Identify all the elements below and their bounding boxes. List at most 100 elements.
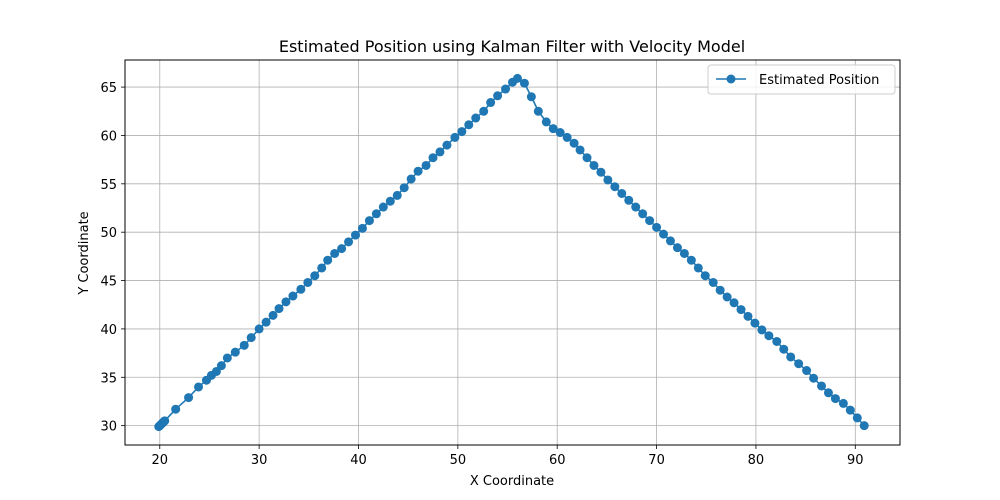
data-point (638, 209, 648, 219)
data-point (708, 277, 718, 287)
data-point (160, 416, 170, 426)
data-point (493, 91, 503, 101)
data-point (450, 132, 460, 142)
y-tick-label: 30 (100, 420, 117, 435)
data-point (464, 120, 474, 130)
data-point (786, 352, 796, 362)
data-point (281, 297, 291, 307)
data-point (323, 255, 333, 265)
data-point (575, 145, 585, 155)
plot-frame (124, 59, 901, 446)
data-point (288, 291, 298, 301)
data-point (693, 263, 703, 273)
x-tick-label: 60 (549, 453, 566, 468)
data-point (392, 190, 402, 200)
data-point (317, 263, 327, 273)
x-axis-label: X Coordinate (470, 474, 554, 489)
data-point (779, 344, 789, 354)
data-point (371, 209, 381, 219)
data-point (617, 188, 627, 198)
data-point (399, 183, 409, 193)
data-point (802, 366, 812, 376)
legend-marker (726, 74, 736, 84)
y-tick-label: 65 (100, 81, 117, 96)
data-point (700, 271, 710, 281)
x-tick-label: 90 (847, 453, 864, 468)
data-point (665, 236, 675, 246)
data-point (743, 311, 753, 321)
data-point (715, 285, 725, 295)
legend: Estimated Position (707, 64, 896, 95)
plot-series (154, 73, 869, 432)
data-point (337, 244, 347, 254)
data-point (569, 138, 579, 148)
chart-title: Estimated Position using Kalman Filter w… (279, 37, 745, 56)
data-point (852, 413, 862, 423)
data-point (610, 182, 620, 192)
y-tick-label: 40 (100, 323, 117, 338)
data-point (722, 292, 732, 302)
data-point (457, 127, 467, 137)
y-tick-label: 45 (100, 275, 117, 290)
data-point (533, 106, 543, 116)
data-point (526, 92, 536, 102)
data-point (479, 106, 489, 116)
data-point (274, 304, 284, 314)
data-point (364, 216, 374, 226)
data-point (268, 310, 278, 320)
data-point (589, 160, 599, 170)
data-point (729, 298, 739, 308)
data-point (171, 404, 181, 414)
data-point (809, 373, 819, 383)
y-axis-label: Y Coordinate (77, 211, 92, 295)
data-point (357, 223, 367, 233)
data-point (344, 237, 354, 247)
data-point (603, 175, 613, 185)
data-point (519, 78, 529, 88)
data-point (582, 153, 592, 163)
data-point (413, 166, 423, 176)
legend-box (707, 64, 896, 95)
data-point (421, 160, 431, 170)
data-point (794, 359, 804, 369)
data-point (736, 305, 746, 315)
data-point (838, 398, 848, 408)
x-tick-label: 20 (152, 453, 169, 468)
x-tick-label: 80 (748, 453, 765, 468)
data-point (631, 202, 641, 212)
data-point (435, 147, 445, 157)
data-point (679, 248, 689, 258)
data-point (406, 174, 416, 184)
data-point (672, 243, 682, 253)
data-point (501, 84, 511, 94)
data-point (261, 317, 271, 327)
data-point (624, 195, 634, 205)
y-tick-label: 50 (100, 226, 117, 241)
data-point (222, 353, 232, 363)
grid (125, 60, 900, 445)
data-point (764, 331, 774, 341)
data-point (254, 324, 264, 334)
ticks: 20 30 40 50 60 70 80 90 30 35 40 45 50 55 60 65 (100, 81, 863, 468)
data-point (823, 388, 833, 398)
y-tick-label: 55 (100, 178, 117, 193)
data-point (548, 124, 558, 134)
data-point (541, 117, 551, 127)
data-point (750, 318, 760, 328)
data-point (385, 196, 395, 206)
data-point (194, 382, 204, 392)
data-point (351, 230, 361, 240)
data-point (830, 394, 840, 404)
data-point (246, 333, 256, 343)
x-tick-label: 40 (350, 453, 367, 468)
x-tick-label: 30 (251, 453, 268, 468)
data-point (184, 393, 194, 403)
data-point (486, 98, 496, 108)
data-point (859, 421, 869, 431)
data-point (652, 222, 662, 232)
data-point (239, 340, 249, 350)
data-point (659, 229, 669, 239)
y-tick-label: 35 (100, 371, 117, 386)
data-point (378, 202, 388, 212)
